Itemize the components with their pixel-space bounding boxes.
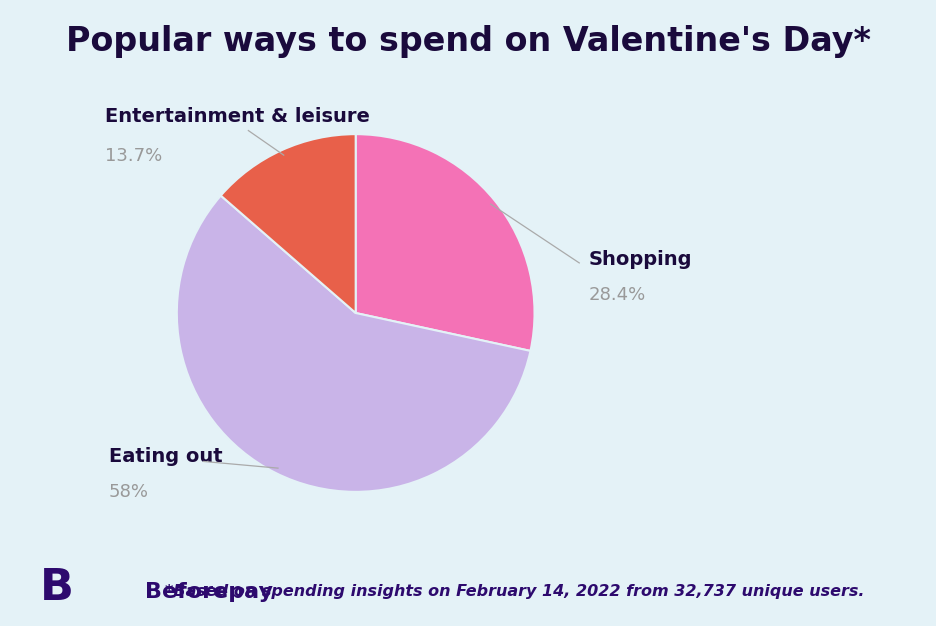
Text: 58%: 58%: [109, 483, 149, 501]
Wedge shape: [356, 134, 534, 351]
Text: Entertainment & leisure: Entertainment & leisure: [105, 107, 370, 126]
Text: Shopping: Shopping: [588, 250, 692, 269]
Text: Popular ways to spend on Valentine's Day*: Popular ways to spend on Valentine's Day…: [66, 25, 870, 58]
Wedge shape: [177, 195, 531, 492]
Wedge shape: [221, 134, 356, 313]
Text: Beforepay: Beforepay: [145, 582, 273, 602]
Text: 28.4%: 28.4%: [588, 286, 646, 304]
Text: ꓐ: ꓐ: [40, 566, 74, 608]
Text: 13.7%: 13.7%: [105, 146, 163, 165]
Text: *Based on spending insights on February 14, 2022 from 32,737 unique users.: *Based on spending insights on February …: [165, 584, 865, 599]
Text: Eating out: Eating out: [109, 446, 223, 466]
